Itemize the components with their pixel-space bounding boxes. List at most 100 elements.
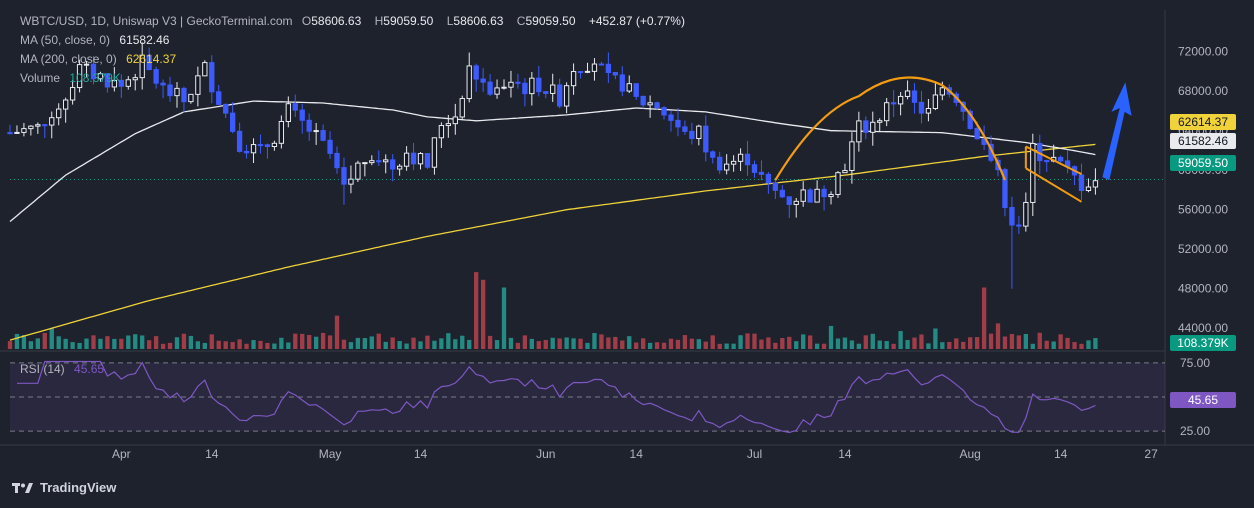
symbol-title: WBTC/USD, 1D, Uniswap V3 | GeckoTerminal… [20,14,293,28]
volume-bar [1058,334,1063,349]
candle-body [466,65,472,100]
y-tick-label: 52000.00 [1178,242,1228,256]
volume-bar [870,333,875,349]
volume-bar [745,333,750,349]
volume-bar [369,336,374,349]
volume-bar [258,340,263,349]
candle-body [42,124,48,127]
candle-body [348,178,354,185]
candle-body [487,81,493,95]
volume-bars [7,272,1098,349]
candle-body [480,78,486,83]
candle-body [807,189,813,203]
volume-bar [940,342,945,349]
candle-body [181,87,187,103]
candle-body [76,64,83,89]
ma50-legend[interactable]: MA (50, close, 0) 61582.46 [20,33,175,47]
candle-body [139,54,145,79]
volume-bar [63,338,68,349]
volume-bar [1086,340,1091,349]
volume-bar [1079,343,1084,349]
candle-body [424,153,431,168]
volume-bar [341,339,347,349]
candle-body [647,102,653,106]
volume-bar [801,334,806,349]
volume-legend[interactable]: Volume 108.379K [20,71,127,85]
volume-bar [390,337,395,349]
ohlc-close: 59059.50 [525,14,576,28]
volume-bar [1093,338,1098,349]
volume-bar [968,337,973,349]
candle-body [445,123,452,127]
volume-bar [613,336,618,349]
x-tick-label: May [319,447,342,461]
candle-body [216,91,222,105]
ohlc-change: +452.87 (+0.77%) [588,14,685,28]
ma200-price-tag: 62614.37 [1170,114,1236,130]
candle-body [877,120,883,123]
volume-bar [661,342,667,349]
volume-bar [209,334,214,349]
candle-body [223,103,229,114]
volume-bar [828,325,834,349]
candle-body [911,90,918,103]
candle-body [146,54,152,71]
candle-body [390,159,396,170]
rsi-legend[interactable]: RSI (14) 45.65 [20,362,110,376]
grid [0,10,1254,446]
volume-bar [550,337,555,349]
candle-body [550,84,556,94]
wedge-lower-line [1025,167,1083,203]
volume-bar [814,343,820,349]
candle-body [703,125,709,153]
volume-bar [397,341,402,349]
tradingview-brand[interactable]: TradingView [12,480,116,495]
volume-bar [543,339,548,349]
candle-body [369,160,375,164]
volume-bar [432,340,437,349]
volume-bar [891,343,896,349]
candle-body [577,71,584,74]
candle-body [856,120,862,143]
candle-body [626,83,632,92]
volume-bar [418,341,423,349]
volume-bar [856,343,862,349]
volume-bar [912,337,917,349]
volume-bar [501,287,507,349]
candle-body [786,196,792,205]
candle-body [313,130,319,133]
volume-bar [641,338,646,349]
ohlc-open: 58606.63 [311,14,362,28]
y-tick-label: 72000.00 [1178,45,1228,59]
volume-bar [773,342,778,349]
volume-bar [56,336,61,349]
candle-body [974,127,980,140]
volume-bar [70,342,75,349]
candle-body [890,102,897,105]
candle-body [1092,180,1099,188]
candle-body [640,95,646,106]
candle-body [376,160,382,163]
volume-bar [105,336,110,349]
x-tick-label: Jul [747,447,762,461]
candle-body [188,93,194,103]
candle-body [473,65,479,80]
candle-body [1085,186,1092,192]
candle-body [195,75,201,95]
candle-body [737,153,744,162]
ma200-legend[interactable]: MA (200, close, 0) 62614.37 [20,52,182,66]
candle-body [69,87,76,101]
volume-bar [313,336,319,349]
volume-bar [1023,334,1029,349]
volume-bar [1065,337,1070,349]
candle-body [536,77,542,93]
symbol-legend[interactable]: WBTC/USD, 1D, Uniswap V3 | GeckoTerminal… [20,14,697,28]
candle-body [1002,169,1008,209]
volume-bar [49,328,54,349]
candle-body [49,117,55,126]
volume-bar [237,339,242,349]
volume-bar [77,342,82,349]
tradingview-logo-icon [12,482,33,493]
